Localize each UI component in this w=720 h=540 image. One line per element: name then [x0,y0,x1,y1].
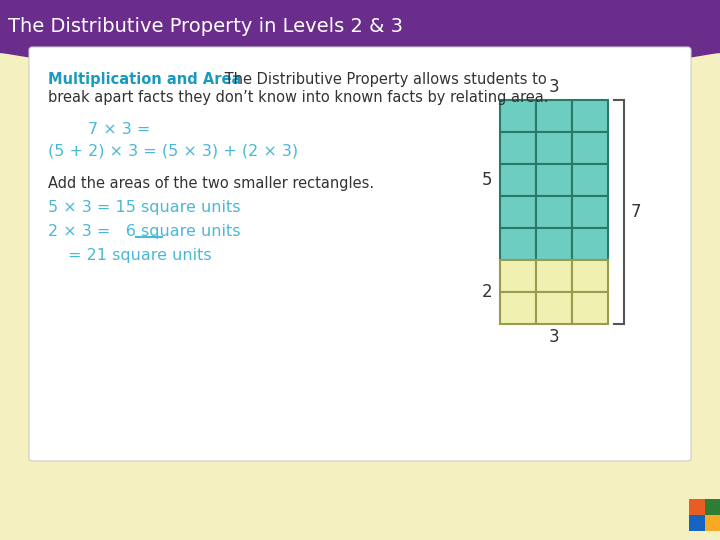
Text: 5 × 3 = 15 square units: 5 × 3 = 15 square units [48,200,240,215]
Bar [572,164,608,196]
Text: break apart facts they don’t know into known facts by relating area.: break apart facts they don’t know into k… [48,90,549,105]
Bar [689,515,705,531]
Text: 2 × 3 =   6 square units: 2 × 3 = 6 square units [48,224,240,239]
Bar [705,499,720,515]
Bar [689,499,705,515]
Bar [536,292,572,324]
Text: The Distributive Property in Levels 2 & 3: The Distributive Property in Levels 2 & … [8,17,403,36]
Bar [572,100,608,132]
Bar [500,164,536,196]
Text: 7 × 3 =: 7 × 3 = [88,122,150,137]
Bar [536,228,572,260]
Text: 5: 5 [482,171,492,189]
Bar [500,132,536,164]
Bar [500,196,536,228]
Text: 3: 3 [549,78,559,96]
Bar [572,292,608,324]
Bar [536,260,572,292]
Text: Multiplication and Area: Multiplication and Area [48,72,241,87]
Bar [705,515,720,531]
Text: 3: 3 [549,328,559,346]
Bar [500,260,536,292]
Bar [500,100,536,132]
Bar [500,228,536,260]
Text: 2: 2 [482,283,492,301]
Bar [572,260,608,292]
Text: (5 + 2) × 3 = (5 × 3) + (2 × 3): (5 + 2) × 3 = (5 × 3) + (2 × 3) [48,144,298,159]
Bar [500,292,536,324]
Text: Add the areas of the two smaller rectangles.: Add the areas of the two smaller rectang… [48,176,374,191]
FancyBboxPatch shape [29,47,691,461]
Text: The Distributive Property allows students to: The Distributive Property allows student… [220,72,546,87]
Bar [572,196,608,228]
Bar [536,132,572,164]
Bar [536,164,572,196]
Bar [536,100,572,132]
Text: 7: 7 [631,203,642,221]
Text: = 21 square units: = 21 square units [68,248,212,263]
Bar [536,196,572,228]
Bar [572,228,608,260]
Bar [572,132,608,164]
